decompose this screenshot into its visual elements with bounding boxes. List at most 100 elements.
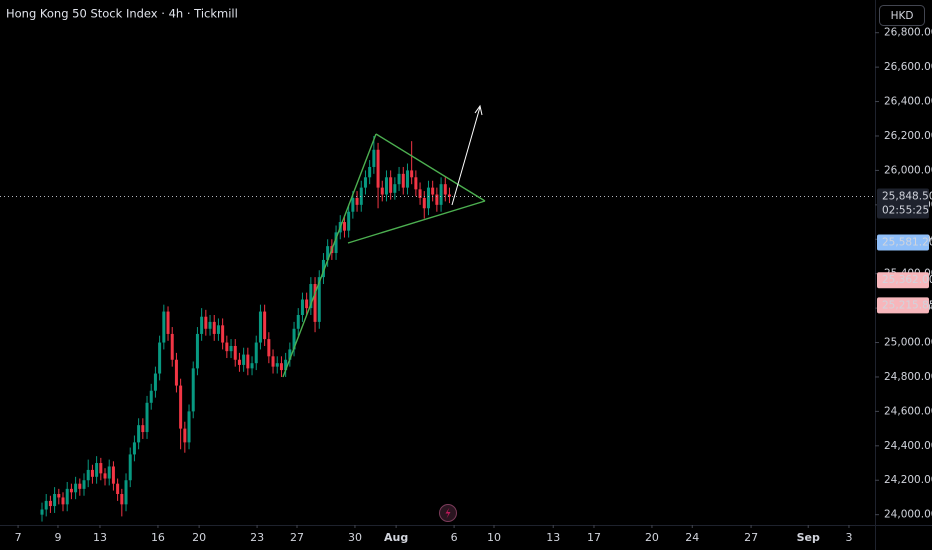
candle-body — [296, 315, 300, 329]
candle-body — [74, 483, 78, 493]
x-tick-label: 27 — [744, 531, 758, 544]
candle-body — [216, 325, 220, 334]
candle-body — [363, 177, 367, 188]
y-tick-label: 26,200.00 — [884, 130, 932, 142]
candle-body — [57, 494, 61, 498]
y-tick-label: 26,800.00 — [884, 27, 932, 39]
candle-body — [120, 494, 124, 505]
candle-body — [250, 363, 254, 369]
price-label-box — [877, 188, 929, 219]
candle-body — [53, 494, 57, 507]
x-tick-label: 27 — [290, 531, 304, 544]
candle-body — [162, 311, 166, 343]
arrow-head — [474, 104, 483, 116]
x-tick-label: 3 — [845, 531, 852, 544]
candle-body — [128, 454, 132, 481]
currency-button[interactable] — [879, 5, 925, 26]
candle-body — [200, 316, 204, 334]
candle-body — [242, 354, 246, 365]
price-label: 25,848.50 — [882, 190, 932, 202]
x-tick-label: Sep — [797, 531, 820, 544]
candle-body — [204, 316, 208, 329]
candle-body — [376, 149, 380, 188]
candle-body — [267, 339, 271, 357]
candle-body — [305, 299, 309, 309]
candle-body — [221, 325, 225, 343]
candle-body — [137, 425, 141, 443]
candle-body — [347, 211, 351, 231]
price-label: 25,215.85 — [882, 299, 932, 311]
candle-body — [132, 442, 136, 455]
y-tick-label: 24,000.00 — [884, 509, 932, 521]
candle-body — [351, 197, 355, 212]
price-label-box — [877, 272, 929, 289]
candle-body — [309, 284, 313, 309]
candle-body — [317, 277, 321, 322]
price-label-box — [877, 297, 929, 314]
candle-body — [393, 184, 397, 193]
arrow-line — [451, 106, 481, 206]
candle-body — [229, 345, 233, 352]
plot-area — [0, 135, 875, 522]
candle-body — [342, 222, 346, 231]
candle-body — [65, 488, 69, 505]
candle-body — [355, 197, 359, 205]
candle-body — [233, 345, 237, 360]
candle-body — [183, 428, 187, 443]
candle-body — [48, 500, 52, 507]
candle-body — [372, 149, 376, 167]
candle-body — [405, 170, 409, 188]
candle-body — [275, 363, 279, 367]
x-tick-label: 24 — [685, 531, 699, 544]
candle-body — [389, 177, 393, 193]
candle-body — [279, 363, 283, 371]
candle-body — [254, 342, 258, 364]
candle-body — [384, 177, 388, 195]
candle-body — [292, 328, 296, 350]
candle-body — [447, 194, 451, 197]
candle-body — [246, 354, 250, 369]
candle-body — [401, 173, 405, 188]
candle-body — [90, 469, 94, 477]
candle-body — [78, 483, 82, 489]
currency-label[interactable]: HKD — [891, 10, 914, 22]
x-tick-label: 23 — [250, 531, 264, 544]
candle-body — [418, 189, 422, 198]
candle-body — [149, 390, 153, 403]
countdown: 02:55:25 — [882, 204, 929, 216]
candle-body — [107, 466, 111, 479]
candle-body — [410, 170, 414, 178]
y-tick-label: 24,200.00 — [884, 474, 932, 486]
y-tick-label: 24,400.00 — [884, 440, 932, 452]
candle-body — [334, 232, 338, 254]
candle-body — [111, 466, 115, 484]
price-label: 25,581.20 — [882, 236, 932, 248]
x-tick-label: 17 — [587, 531, 601, 544]
icon-bolt[interactable] — [445, 507, 451, 519]
candle-body — [95, 463, 99, 477]
candle-body — [225, 342, 229, 352]
y-tick-label: 25,000.00 — [884, 337, 932, 349]
lightning-icon[interactable] — [439, 504, 457, 522]
x-tick-label: 30 — [348, 531, 362, 544]
candle-body — [380, 187, 384, 195]
candle-body — [435, 194, 439, 205]
candle-body — [61, 497, 65, 505]
candle-body — [82, 480, 86, 489]
candle-body — [170, 333, 174, 360]
y-tick-label: 24,800.00 — [884, 371, 932, 383]
x-tick-label: 20 — [645, 531, 659, 544]
candle-body — [141, 425, 145, 433]
y-tick-label: 24,600.00 — [884, 405, 932, 417]
candle-body — [145, 402, 149, 433]
candle-body — [439, 184, 443, 205]
candle-body — [86, 469, 90, 481]
y-tick-label: 26,400.00 — [884, 96, 932, 108]
candle-body — [288, 349, 292, 360]
candle-body — [263, 311, 267, 340]
x-tick-label: 13 — [93, 531, 107, 544]
candle-body — [153, 373, 157, 391]
candle-body — [174, 359, 178, 386]
candle-body — [212, 321, 216, 334]
